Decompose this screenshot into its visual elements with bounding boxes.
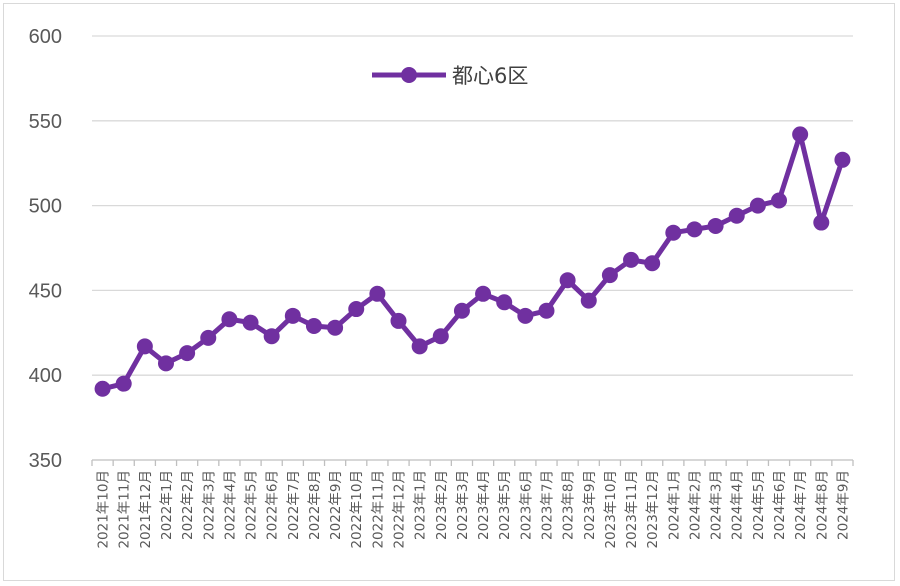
x-axis-tick-labels: 2021年10月 2021年11月 2021年12月 2022年1月 2022年2月 20…: [96, 470, 852, 549]
x-tick-label: 2024年2月: [687, 470, 703, 540]
x-tick-label: 2022年4月: [222, 470, 238, 540]
data-point: [94, 380, 111, 397]
x-tick-label: 2023年11月: [624, 470, 640, 549]
data-point: [157, 355, 174, 372]
y-tick-label: 400: [29, 365, 62, 387]
data-point: [707, 217, 724, 234]
data-point: [453, 302, 470, 319]
data-point: [580, 292, 597, 309]
data-point: [390, 312, 407, 329]
data-point: [475, 285, 492, 302]
data-point: [179, 345, 196, 362]
x-tick-label: 2022年12月: [392, 470, 408, 549]
data-point: [771, 192, 788, 209]
y-tick-label: 450: [29, 280, 62, 302]
x-tick-label: 2023年10月: [603, 470, 619, 549]
data-point: [686, 221, 703, 238]
x-tick-label: 2022年1月: [159, 470, 175, 540]
x-tick-label: 2021年12月: [138, 470, 154, 549]
x-tick-label: 2021年10月: [96, 470, 112, 549]
x-tick-label: 2022年8月: [307, 470, 323, 540]
x-tick-label: 2023年6月: [518, 470, 534, 540]
x-tick-label: 2024年4月: [730, 470, 746, 540]
data-point: [644, 255, 661, 272]
x-tick-label: 2024年6月: [772, 470, 788, 540]
x-tick-label: 2023年8月: [561, 470, 577, 540]
data-point: [538, 302, 555, 319]
x-tick-label: 2024年5月: [751, 470, 767, 540]
x-tick-label: 2023年7月: [539, 470, 555, 540]
data-point: [136, 338, 153, 355]
data-point: [559, 272, 576, 289]
x-tick-label: 2024年8月: [814, 470, 830, 540]
data-point: [284, 307, 301, 324]
gridlines: [92, 35, 853, 376]
data-point: [623, 251, 640, 268]
x-tick-label: 2022年2月: [180, 470, 196, 540]
data-point: [221, 311, 238, 328]
x-tick-label: 2024年9月: [835, 470, 851, 540]
y-axis-tick-labels: 350 400 450 500 550 600: [29, 26, 62, 472]
data-point: [263, 328, 280, 345]
data-point: [601, 267, 618, 284]
x-tick-label: 2023年12月: [645, 470, 661, 549]
data-point: [242, 314, 259, 331]
x-tick-label: 2022年11月: [370, 470, 386, 549]
x-tick-label: 2023年4月: [476, 470, 492, 540]
x-tick-label: 2022年10月: [349, 470, 365, 549]
series-group: [94, 126, 851, 397]
x-tick-label: 2024年1月: [666, 470, 682, 540]
data-point: [411, 338, 428, 355]
series-line: [102, 131, 845, 392]
legend-marker-swatch: [401, 67, 417, 83]
x-tick-label: 2023年1月: [413, 470, 429, 540]
data-point: [369, 285, 386, 302]
data-point: [348, 301, 365, 318]
data-point: [834, 151, 851, 168]
x-tick-label: 2023年5月: [497, 470, 513, 540]
data-point: [496, 294, 513, 311]
x-tick-label: 2024年7月: [793, 470, 809, 540]
x-tick-label: 2021年11月: [117, 470, 133, 549]
data-point: [305, 318, 322, 335]
x-tick-label: 2022年6月: [265, 470, 281, 540]
y-tick-label: 600: [29, 26, 62, 48]
x-tick-label: 2022年3月: [201, 470, 217, 540]
data-point: [432, 328, 449, 345]
y-tick-label: 500: [29, 196, 62, 218]
x-axis: [91, 459, 854, 466]
y-tick-label: 550: [29, 111, 62, 133]
data-point: [327, 319, 344, 336]
legend-series-name: 都心6区: [452, 64, 528, 88]
data-point: [728, 207, 745, 224]
x-tick-label: 2023年3月: [455, 470, 471, 540]
legend: 都心6区: [372, 64, 528, 88]
x-tick-label: 2023年2月: [434, 470, 450, 540]
chart-frame: [3, 3, 895, 581]
data-point: [200, 329, 217, 346]
data-point: [749, 197, 766, 214]
x-tick-label: 2023年9月: [582, 470, 598, 540]
data-point: [792, 126, 809, 143]
x-tick-label: 2022年5月: [244, 470, 260, 540]
data-point: [813, 214, 830, 231]
data-point: [517, 307, 534, 324]
data-point: [115, 375, 132, 392]
x-tick-label: 2022年9月: [328, 470, 344, 540]
x-tick-label: 2024年3月: [709, 470, 725, 540]
x-tick-label: 2022年7月: [286, 470, 302, 540]
y-tick-label: 350: [29, 450, 62, 472]
data-point: [665, 224, 682, 241]
